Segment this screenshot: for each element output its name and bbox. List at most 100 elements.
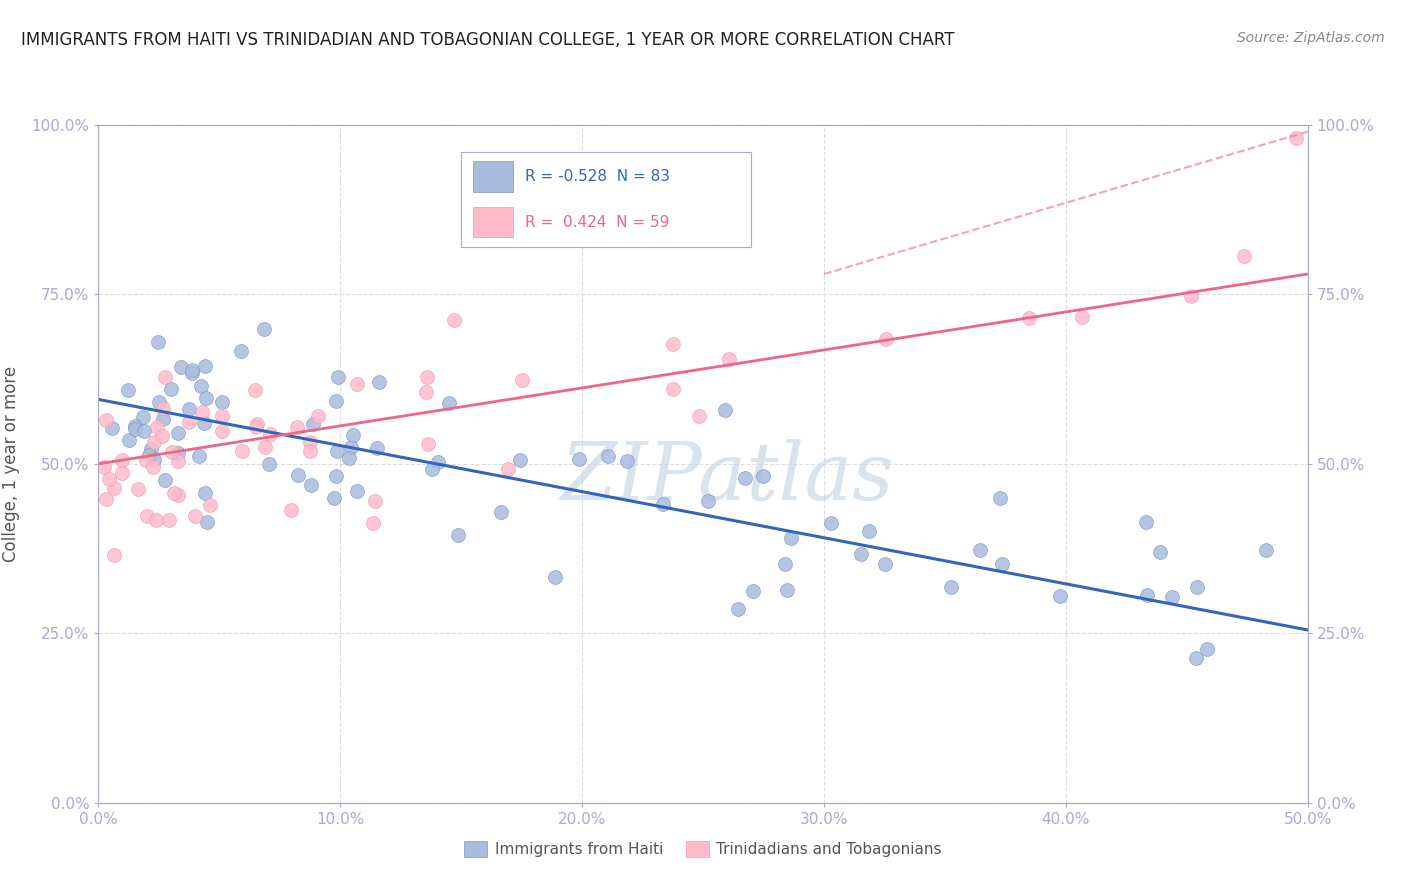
Point	[714, 403, 737, 417]
Point	[253, 440, 276, 454]
Point	[301, 417, 323, 432]
Point	[157, 513, 180, 527]
Point	[568, 452, 591, 467]
Point	[298, 444, 321, 458]
Point	[773, 557, 796, 571]
Point	[103, 481, 125, 495]
Point	[181, 366, 204, 380]
Point	[211, 409, 233, 424]
Point	[252, 322, 274, 336]
Point	[1197, 641, 1219, 656]
Point	[145, 513, 167, 527]
Point	[141, 442, 163, 457]
Point	[325, 393, 347, 408]
Point	[124, 421, 146, 435]
Point	[776, 583, 799, 598]
Point	[94, 413, 117, 427]
Point	[779, 531, 801, 545]
Point	[111, 453, 134, 467]
Point	[415, 384, 437, 399]
Point	[150, 429, 173, 443]
Point	[363, 516, 385, 530]
Point	[285, 420, 308, 434]
Point	[98, 472, 121, 486]
Point	[820, 516, 842, 530]
Point	[420, 462, 443, 476]
Point	[346, 376, 368, 391]
Point	[651, 497, 673, 511]
Point	[1136, 588, 1159, 602]
Point	[346, 483, 368, 498]
Point	[734, 471, 756, 485]
Point	[741, 584, 763, 599]
Point	[100, 421, 122, 435]
Point	[326, 370, 349, 384]
Point	[1149, 545, 1171, 559]
Point	[193, 416, 215, 430]
Point	[145, 420, 167, 434]
Point	[177, 415, 200, 429]
Point	[229, 344, 252, 359]
Point	[325, 469, 347, 483]
Point	[287, 467, 309, 482]
Point	[177, 401, 200, 416]
Point	[858, 524, 880, 538]
Point	[688, 409, 710, 423]
Point	[191, 405, 214, 419]
Point	[491, 505, 513, 519]
Text: IMMIGRANTS FROM HAITI VS TRINIDADIAN AND TOBAGONIAN COLLEGE, 1 YEAR OR MORE CORR: IMMIGRANTS FROM HAITI VS TRINIDADIAN AND…	[21, 31, 955, 49]
Point	[96, 491, 118, 506]
Point	[718, 352, 741, 367]
Point	[416, 437, 439, 451]
Point	[991, 557, 1014, 571]
Point	[111, 466, 134, 480]
Point	[340, 440, 363, 454]
Point	[166, 446, 188, 460]
Point	[190, 379, 212, 393]
Point	[188, 449, 211, 463]
Point	[437, 396, 460, 410]
Point	[1161, 590, 1184, 604]
Point	[135, 508, 157, 523]
Point	[1070, 310, 1092, 324]
Point	[697, 493, 720, 508]
Point	[166, 454, 188, 468]
Point	[447, 528, 470, 542]
Point	[1185, 580, 1208, 594]
Point	[166, 425, 188, 440]
Point	[152, 412, 174, 426]
Point	[259, 426, 281, 441]
Point	[127, 483, 149, 497]
Point	[512, 373, 534, 387]
Point	[211, 424, 233, 438]
Point	[1254, 543, 1277, 558]
Point	[873, 557, 896, 571]
Point	[752, 468, 775, 483]
Point	[307, 409, 329, 423]
Point	[1185, 650, 1208, 665]
Point	[138, 448, 160, 462]
Point	[246, 417, 269, 431]
Point	[326, 444, 349, 458]
Point	[508, 452, 530, 467]
Point	[364, 493, 387, 508]
Point	[134, 425, 156, 439]
Point	[875, 332, 897, 346]
Point	[194, 486, 217, 500]
Point	[426, 455, 449, 469]
Point	[1018, 311, 1040, 326]
Point	[544, 570, 567, 584]
Point	[124, 419, 146, 434]
Point	[498, 462, 520, 476]
Point	[415, 370, 437, 384]
Point	[257, 458, 280, 472]
Point	[299, 435, 322, 450]
Point	[1233, 249, 1256, 263]
Point	[939, 581, 962, 595]
Text: Source: ZipAtlas.com: Source: ZipAtlas.com	[1237, 31, 1385, 45]
Point	[163, 486, 186, 500]
Point	[166, 488, 188, 502]
Point	[117, 384, 139, 398]
Point	[142, 434, 165, 449]
Point	[301, 477, 323, 491]
